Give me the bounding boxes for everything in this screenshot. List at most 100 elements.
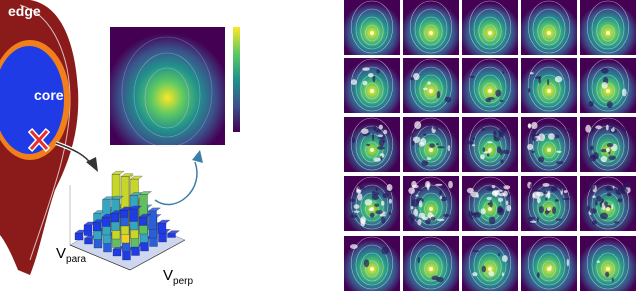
noise-blob xyxy=(435,183,443,186)
noise-blob xyxy=(501,272,505,277)
noise-blob xyxy=(542,182,550,187)
noise-blob xyxy=(588,100,594,107)
noise-blob xyxy=(533,129,537,134)
noise-blob xyxy=(375,210,383,215)
contour xyxy=(473,8,507,50)
panel-image xyxy=(403,0,459,55)
hist-bar-top xyxy=(111,171,125,175)
noise-blob xyxy=(493,130,497,139)
contour xyxy=(527,117,571,171)
noise-blob xyxy=(556,150,562,153)
noise-blob xyxy=(589,145,594,151)
noise-blob xyxy=(357,193,363,201)
hist-bar-top xyxy=(129,192,143,196)
noise-blob xyxy=(606,192,612,197)
noise-blob xyxy=(412,136,421,143)
peak xyxy=(429,31,433,35)
noise-blob xyxy=(554,76,563,83)
noise-blob xyxy=(483,151,491,154)
noise-blob xyxy=(377,134,384,138)
panel-image xyxy=(344,58,400,113)
peak xyxy=(429,267,433,271)
noise-blob xyxy=(375,129,382,133)
panel-image xyxy=(580,236,636,291)
hist-bar xyxy=(83,224,93,236)
peak xyxy=(488,31,492,35)
peak xyxy=(370,89,374,93)
noise-blob xyxy=(600,148,608,153)
noise-blob xyxy=(480,208,486,215)
noise-blob xyxy=(604,201,608,207)
contour xyxy=(586,117,630,171)
noise-blob xyxy=(611,204,614,210)
noise-blob xyxy=(527,216,536,220)
noise-blob xyxy=(351,137,355,144)
noise-blob xyxy=(605,271,610,278)
contour xyxy=(601,260,615,278)
hist-bar xyxy=(157,222,167,234)
noise-blob xyxy=(481,265,486,273)
contour xyxy=(468,176,512,230)
noise-blob xyxy=(436,90,441,99)
peak xyxy=(429,207,433,211)
noise-blob xyxy=(538,76,541,84)
peak xyxy=(488,148,492,152)
noise-blob xyxy=(503,185,511,190)
peak xyxy=(488,267,492,271)
noise-blob xyxy=(432,125,439,130)
hist-bar-top xyxy=(129,205,142,210)
panel xyxy=(344,58,400,113)
contour xyxy=(473,184,507,226)
peak xyxy=(606,148,610,152)
peak xyxy=(370,267,374,271)
contour xyxy=(601,200,615,218)
noise-blob xyxy=(496,146,502,154)
hist-bar-top xyxy=(119,207,133,211)
panel-image xyxy=(521,58,577,113)
noise-blob xyxy=(472,272,478,277)
panel xyxy=(580,176,636,231)
contour xyxy=(414,66,448,108)
noise-blob xyxy=(362,80,368,86)
noise-blob xyxy=(622,187,628,194)
noise-blob xyxy=(563,190,568,194)
noise-blob xyxy=(353,204,360,209)
noise-blob xyxy=(448,180,453,189)
panel xyxy=(462,176,518,231)
hist-bar-top xyxy=(130,175,143,180)
contour xyxy=(355,125,389,167)
noise-blob xyxy=(496,184,503,187)
hist-bar xyxy=(158,232,167,243)
noise-blob xyxy=(353,210,360,213)
panel-image xyxy=(403,58,459,113)
heatmap-image xyxy=(110,27,225,145)
noise-blob xyxy=(608,155,616,160)
panel-image xyxy=(462,236,518,291)
noise-blob xyxy=(351,212,354,218)
panel-image xyxy=(344,236,400,291)
hist-bar-top xyxy=(138,213,152,218)
noise-blob xyxy=(507,193,511,197)
contour xyxy=(419,252,443,282)
panel xyxy=(580,236,636,291)
marker-x xyxy=(27,127,51,153)
panel xyxy=(344,176,400,231)
peak xyxy=(429,89,433,93)
noise-blob xyxy=(585,124,592,133)
contour xyxy=(586,0,630,54)
hist-bar xyxy=(84,238,93,245)
noise-blob xyxy=(374,203,380,208)
noise-blob xyxy=(617,198,623,203)
hist-bar xyxy=(122,250,131,261)
noise-blob xyxy=(601,67,609,74)
contour xyxy=(365,82,379,100)
contour xyxy=(350,176,394,230)
contour xyxy=(542,260,556,278)
noise-blob xyxy=(471,144,476,147)
noise-blob xyxy=(606,101,613,109)
noise-blob xyxy=(586,205,590,213)
contour xyxy=(468,236,512,290)
noise-blob xyxy=(599,212,608,220)
noise-blob xyxy=(423,133,427,136)
noise-blob xyxy=(621,88,627,97)
